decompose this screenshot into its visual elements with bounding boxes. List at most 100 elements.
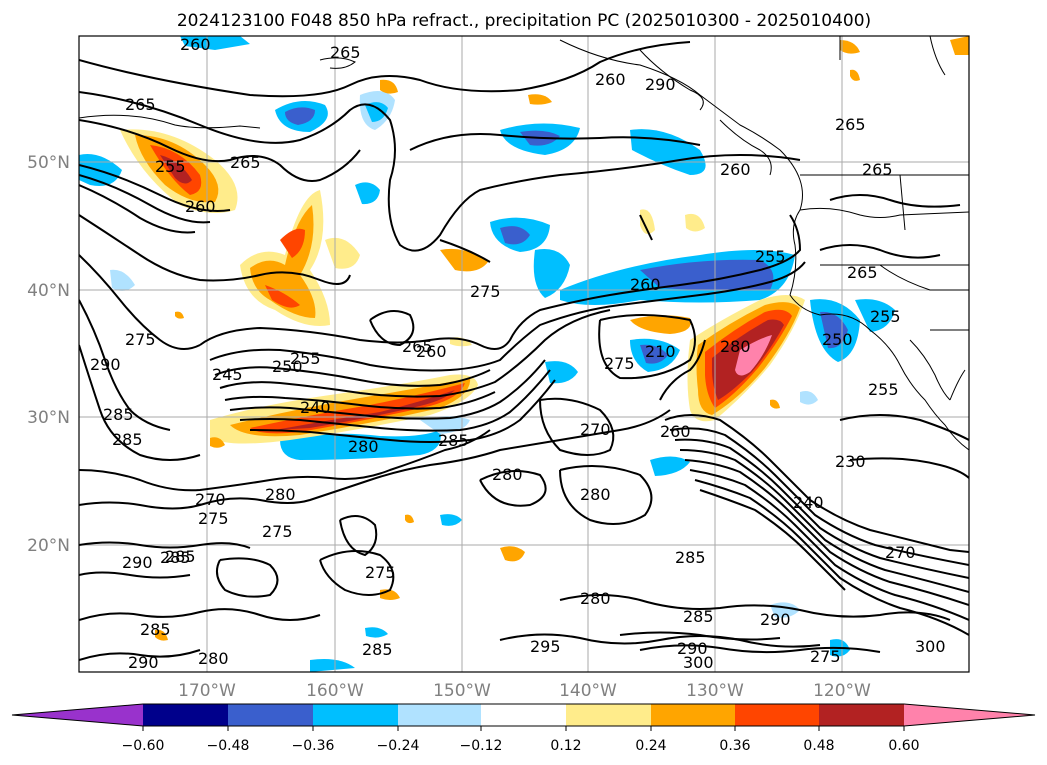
colorbar-swatch (313, 704, 398, 726)
colorbar-tick-label: 0.12 (550, 738, 581, 754)
contour-label: 300 (683, 653, 714, 672)
colorbar-swatch (651, 704, 735, 726)
colorbar-tick-label: −0.12 (460, 738, 503, 754)
contour-label: 275 (365, 563, 396, 582)
colorbar-tick-label: 0.60 (888, 738, 919, 754)
colorbar-tick-label: 0.36 (719, 738, 750, 754)
contour-label: 285 (675, 548, 706, 567)
map-title: 2024123100 F048 850 hPa refract., precip… (177, 11, 871, 31)
contour-label: 280 (348, 437, 379, 456)
contour-label: 265 (835, 115, 866, 134)
contour-label: 290 (122, 553, 153, 572)
contour-label: 280 (720, 337, 751, 356)
colorbar-tick-label: 0.48 (803, 738, 834, 754)
contour-label: 270 (580, 420, 611, 439)
contour-label: 285 (140, 620, 171, 639)
contour-label: 285 (112, 430, 143, 449)
contour-label: 265 (230, 153, 261, 172)
contour-label: 265 (847, 263, 878, 282)
contour-label: 260 (660, 422, 691, 441)
colorbar-tick-label: 0.24 (635, 738, 666, 754)
contour-label: 280 (198, 649, 229, 668)
contour-label: 290 (90, 355, 121, 374)
contour-label: 290 (677, 639, 708, 658)
contour-label: 255 (868, 380, 899, 399)
colorbar-swatch (566, 704, 651, 726)
colorbar-tick-label: −0.48 (207, 738, 250, 754)
plot-area: 260 265 260 290 265 255 260 265 265 265 … (79, 35, 969, 672)
contour-label: 245 (212, 365, 243, 384)
colorbar-tick-label: −0.36 (292, 738, 335, 754)
colorbar-swatch (819, 704, 904, 726)
contour-label: 265 (402, 337, 433, 356)
shading-layer (79, 36, 969, 672)
latitude-labels: 50°N 40°N 30°N 20°N (27, 153, 70, 556)
contour-label: 250 (822, 330, 853, 349)
contour-label: 265 (330, 43, 361, 62)
colorbar-tick-label: −0.60 (122, 738, 165, 754)
contour-label: 275 (810, 647, 841, 666)
contour-label: 285 (438, 431, 469, 450)
lon-label-120w: 120°W (813, 681, 871, 701)
contour-label: 240 (300, 398, 331, 417)
lon-label-140w: 140°W (559, 681, 617, 701)
contour-label: 285 (683, 607, 714, 626)
contour-label: 260 (595, 70, 626, 89)
contour-label: 250 (272, 357, 303, 376)
contour-label: 260 (416, 342, 447, 361)
lat-label-50n: 50°N (27, 153, 70, 173)
contour-label: 270 (195, 490, 226, 509)
contour-label: 255 (290, 349, 321, 368)
colorbar-swatch (904, 704, 1035, 726)
lat-label-20n: 20°N (27, 536, 70, 556)
contour-label: 285 (160, 548, 191, 567)
contour-label: 280 (580, 485, 611, 504)
contour-label: 285 (165, 547, 196, 566)
longitude-labels: 170°W 160°W 150°W 140°W 130°W 120°W (178, 681, 871, 701)
contour-label: 280 (580, 589, 611, 608)
colorbar: −0.60 −0.48 −0.36 −0.24 −0.12 0.12 0.24 … (11, 703, 1036, 754)
lon-label-150w: 150°W (433, 681, 491, 701)
colorbar-swatch (398, 704, 481, 726)
contour-label: 275 (125, 330, 156, 349)
refractivity-contours (79, 41, 969, 661)
contour-label: 275 (470, 282, 501, 301)
colorbar-swatch (143, 704, 228, 726)
contour-label: 290 (760, 610, 791, 629)
colorbar-swatch (735, 704, 819, 726)
lon-label-170w: 170°W (178, 681, 236, 701)
contour-label: 290 (128, 653, 159, 672)
contour-label: 300 (915, 637, 946, 656)
colorbar-swatch (228, 704, 313, 726)
colorbar-swatch (12, 704, 143, 726)
gridlines (79, 36, 969, 672)
contour-label: 275 (262, 522, 293, 541)
contour-label: 260 (630, 275, 661, 294)
colorbar-swatch (481, 704, 566, 726)
contour-label: 265 (125, 95, 156, 114)
contour-label: 260 (720, 160, 751, 179)
colorbar-tick-label: −0.24 (377, 738, 420, 754)
lat-label-30n: 30°N (27, 408, 70, 428)
contour-label: 295 (530, 637, 561, 656)
contour-label: 270 (885, 543, 916, 562)
contour-label: 255 (755, 247, 786, 266)
contour-label: 275 (604, 354, 635, 373)
contour-label: 275 (198, 509, 229, 528)
contour-label: 280 (492, 465, 523, 484)
contour-label: 290 (645, 75, 676, 94)
contour-label: 285 (362, 640, 393, 659)
contour-label: 280 (265, 485, 296, 504)
contour-label: 260 (180, 35, 211, 54)
contour-labels: 260 265 260 290 265 255 260 265 265 265 … (90, 35, 946, 672)
contour-label: 210 (645, 342, 676, 361)
lon-label-160w: 160°W (306, 681, 364, 701)
lat-label-40n: 40°N (27, 281, 70, 301)
contour-label: 285 (103, 405, 134, 424)
contour-label: 255 (870, 307, 901, 326)
contour-label: 265 (862, 160, 893, 179)
contour-label: 260 (185, 197, 216, 216)
coastlines (79, 36, 969, 451)
lon-label-130w: 130°W (686, 681, 744, 701)
